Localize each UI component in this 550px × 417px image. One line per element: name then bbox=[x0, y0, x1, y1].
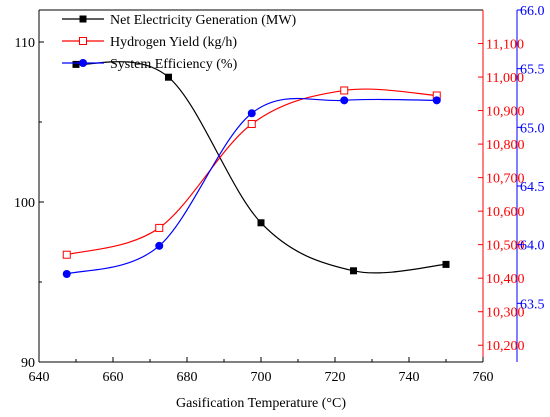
legend-label: Net Electricity Generation (MW) bbox=[110, 13, 297, 28]
data-point bbox=[247, 119, 256, 128]
data-point bbox=[247, 109, 256, 118]
x-tick-label: 700 bbox=[251, 370, 272, 385]
legend-marker bbox=[79, 15, 87, 23]
legend-marker bbox=[79, 59, 87, 67]
x-tick-label: 760 bbox=[473, 370, 494, 385]
hydrogen-y-tick-label: 11,100 bbox=[486, 38, 524, 53]
data-point bbox=[340, 86, 349, 95]
efficiency-y-tick-label: 63.5 bbox=[520, 297, 545, 312]
legend-marker bbox=[79, 37, 87, 45]
data-point bbox=[62, 250, 71, 259]
x-tick-label: 680 bbox=[177, 370, 198, 385]
series-line bbox=[66, 97, 437, 275]
data-point bbox=[340, 96, 349, 105]
hydrogen-y-tick-label: 11,000 bbox=[486, 71, 524, 86]
left-y-tick-label: 90 bbox=[21, 356, 35, 371]
hydrogen-y-tick-label: 10,800 bbox=[486, 138, 525, 153]
x-tick-label: 720 bbox=[325, 370, 346, 385]
x-tick-label: 640 bbox=[29, 370, 50, 385]
hydrogen-y-tick-label: 10,500 bbox=[486, 239, 525, 254]
series-1 bbox=[72, 60, 450, 275]
series-3 bbox=[62, 96, 441, 278]
series-2 bbox=[62, 86, 441, 259]
hydrogen-y-tick-label: 10,600 bbox=[486, 205, 525, 220]
data-point bbox=[155, 223, 164, 232]
legend: Net Electricity Generation (MW) Hydrogen … bbox=[62, 13, 297, 72]
x-axis: 640 660 680 700 720 740 760 bbox=[29, 357, 494, 385]
hydrogen-y-tick-label: 10,400 bbox=[486, 272, 525, 287]
efficiency-y-tick-label: 64.5 bbox=[520, 180, 545, 195]
hydrogen-y-tick-label: 10,700 bbox=[486, 172, 525, 187]
x-tick-label: 660 bbox=[103, 370, 124, 385]
efficiency-y-tick-label: 65.0 bbox=[520, 121, 545, 136]
data-point bbox=[350, 267, 357, 275]
series-line bbox=[75, 61, 447, 274]
data-point bbox=[165, 73, 172, 81]
system-efficiency-axis: 63.5 64.0 64.5 65.0 65.5 66.0 bbox=[517, 4, 545, 312]
left-y-axis: 90 100 110 bbox=[14, 36, 44, 371]
hydrogen-y-tick-label: 10,900 bbox=[486, 105, 525, 120]
data-point bbox=[432, 96, 441, 105]
hydrogen-yield-axis: 10,200 10,300 10,400 10,500 10,600 10,700 10,8… bbox=[478, 38, 525, 354]
efficiency-y-tick-label: 66.0 bbox=[520, 4, 545, 19]
efficiency-y-tick-label: 65.5 bbox=[520, 63, 545, 78]
hydrogen-y-tick-label: 10,200 bbox=[486, 339, 525, 354]
legend-label: Hydrogen Yield (kg/h) bbox=[110, 35, 237, 50]
hydrogen-y-tick-label: 10,300 bbox=[486, 306, 525, 321]
data-point bbox=[442, 260, 450, 268]
left-y-tick-label: 100 bbox=[14, 196, 35, 211]
x-axis-title: Gasification Temperature (°C) bbox=[176, 396, 346, 411]
x-tick-label: 740 bbox=[399, 370, 420, 385]
data-point bbox=[155, 241, 164, 250]
data-point bbox=[62, 270, 71, 278]
efficiency-y-tick-label: 64.0 bbox=[520, 239, 545, 254]
data-point bbox=[257, 219, 265, 227]
legend-label: System Efficiency (%) bbox=[110, 57, 238, 72]
series-layer bbox=[62, 60, 450, 278]
left-y-tick-label: 110 bbox=[15, 36, 35, 51]
data-point bbox=[72, 60, 80, 68]
